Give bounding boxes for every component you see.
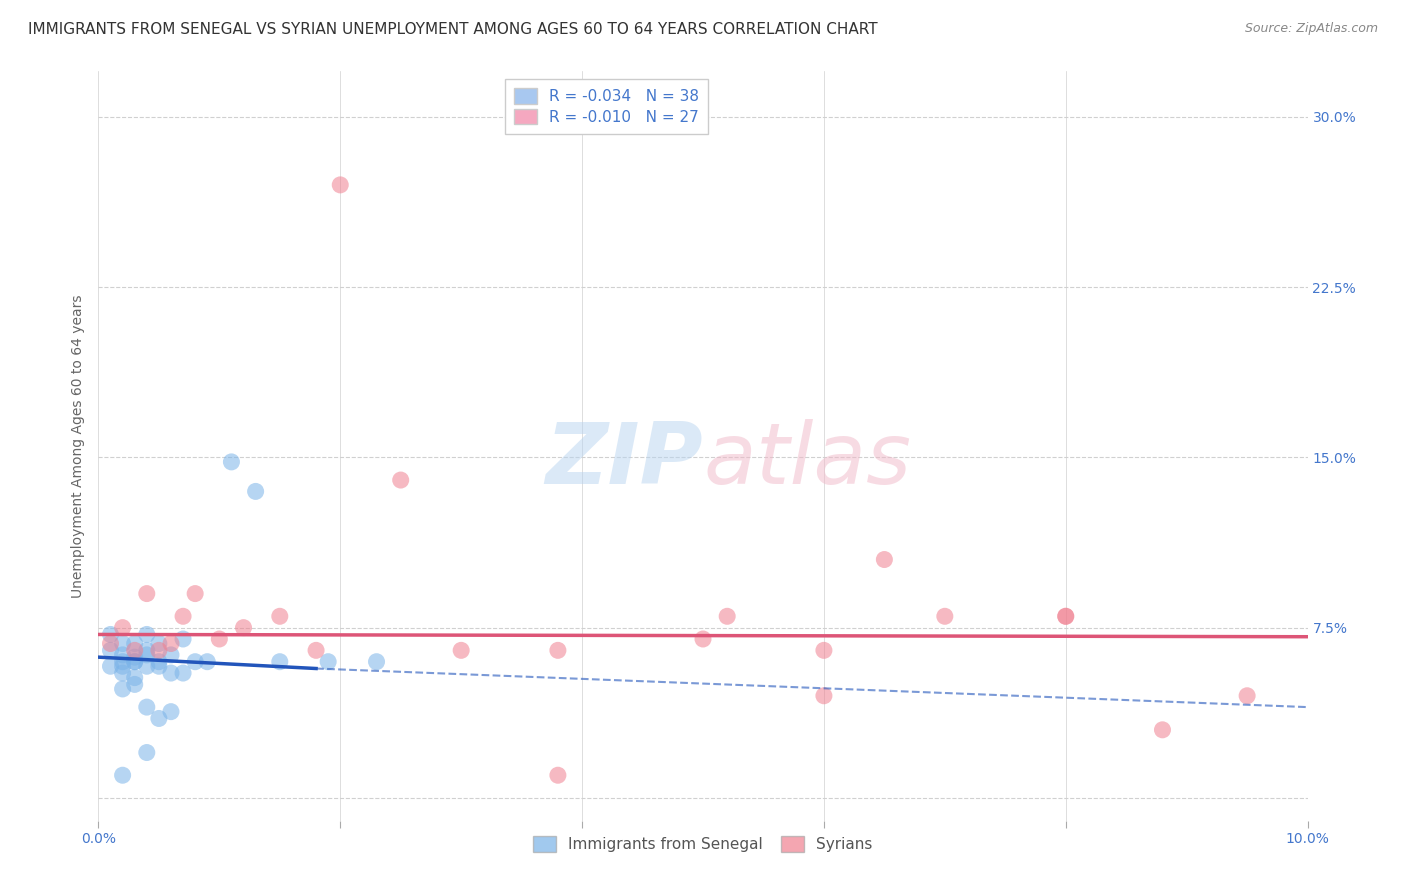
Point xyxy=(1054,609,1077,624)
Point xyxy=(269,655,291,669)
Point xyxy=(111,621,134,635)
Point xyxy=(100,643,122,657)
Text: ZIP: ZIP xyxy=(546,419,703,502)
Point xyxy=(160,636,183,650)
Point xyxy=(135,746,157,760)
Point xyxy=(111,666,134,681)
Point xyxy=(148,711,170,725)
Point xyxy=(450,643,472,657)
Point xyxy=(111,648,134,662)
Point xyxy=(1236,689,1258,703)
Point xyxy=(547,768,569,782)
Point xyxy=(221,455,243,469)
Point xyxy=(366,655,388,669)
Point xyxy=(111,655,134,669)
Point xyxy=(329,178,352,192)
Point xyxy=(305,643,328,657)
Point xyxy=(124,655,146,669)
Point xyxy=(135,648,157,662)
Point xyxy=(184,655,207,669)
Point xyxy=(111,681,134,696)
Point xyxy=(172,666,194,681)
Point xyxy=(172,609,194,624)
Y-axis label: Unemployment Among Ages 60 to 64 years: Unemployment Among Ages 60 to 64 years xyxy=(70,294,84,598)
Point xyxy=(184,586,207,600)
Point xyxy=(160,648,183,662)
Point xyxy=(111,636,134,650)
Point xyxy=(135,627,157,641)
Point xyxy=(813,643,835,657)
Point xyxy=(148,655,170,669)
Text: atlas: atlas xyxy=(703,419,911,502)
Text: IMMIGRANTS FROM SENEGAL VS SYRIAN UNEMPLOYMENT AMONG AGES 60 TO 64 YEARS CORRELA: IMMIGRANTS FROM SENEGAL VS SYRIAN UNEMPL… xyxy=(28,22,877,37)
Point xyxy=(269,609,291,624)
Point xyxy=(160,705,183,719)
Point xyxy=(135,700,157,714)
Point xyxy=(873,552,896,566)
Point xyxy=(148,643,170,657)
Point xyxy=(692,632,714,646)
Point xyxy=(100,659,122,673)
Point xyxy=(1054,609,1077,624)
Point xyxy=(135,659,157,673)
Point xyxy=(135,643,157,657)
Point xyxy=(232,621,254,635)
Text: Source: ZipAtlas.com: Source: ZipAtlas.com xyxy=(1244,22,1378,36)
Point xyxy=(124,655,146,669)
Point xyxy=(716,609,738,624)
Point xyxy=(245,484,267,499)
Point xyxy=(124,636,146,650)
Point xyxy=(934,609,956,624)
Point xyxy=(124,643,146,657)
Point xyxy=(160,666,183,681)
Point xyxy=(124,671,146,685)
Point xyxy=(1152,723,1174,737)
Point xyxy=(172,632,194,646)
Point xyxy=(111,659,134,673)
Legend: Immigrants from Senegal, Syrians: Immigrants from Senegal, Syrians xyxy=(527,830,879,858)
Point xyxy=(124,650,146,665)
Point xyxy=(389,473,412,487)
Point xyxy=(316,655,339,669)
Point xyxy=(148,659,170,673)
Point xyxy=(135,586,157,600)
Point xyxy=(208,632,231,646)
Point xyxy=(124,677,146,691)
Point xyxy=(547,643,569,657)
Point xyxy=(100,627,122,641)
Point xyxy=(195,655,218,669)
Point xyxy=(111,768,134,782)
Point xyxy=(100,636,122,650)
Point xyxy=(148,636,170,650)
Point xyxy=(813,689,835,703)
